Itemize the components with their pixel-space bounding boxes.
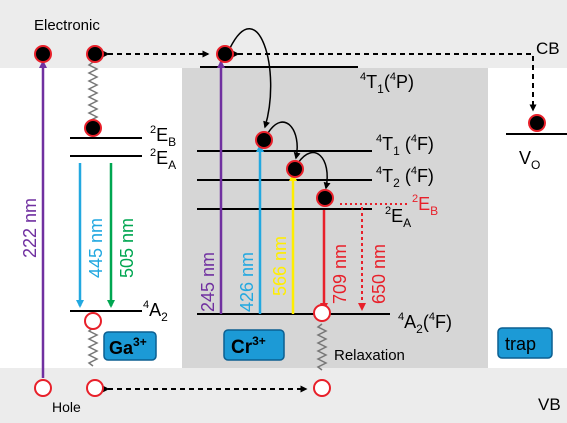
electron-cb-left bbox=[34, 45, 52, 63]
cr-2EB-label: 2EB bbox=[412, 193, 438, 218]
electron-cb-cr bbox=[216, 45, 234, 63]
cr-4A2F-label: 4A2(4F) bbox=[398, 311, 452, 336]
vo-label: VO bbox=[519, 148, 540, 172]
label-709nm: 709 nm bbox=[330, 244, 350, 304]
label-505nm: 505 nm bbox=[117, 218, 137, 278]
electron-cb-ga bbox=[86, 45, 104, 63]
cr-badge bbox=[223, 329, 285, 361]
spring-cr-vb bbox=[316, 323, 328, 371]
electron-ga-2EB bbox=[84, 119, 102, 137]
hole-vb-left bbox=[34, 379, 52, 397]
ga-badge bbox=[103, 331, 157, 361]
label-566nm: 566 nm bbox=[270, 236, 290, 296]
cb-label: CB bbox=[536, 39, 560, 58]
electron-cr-4T1F bbox=[255, 131, 273, 149]
hole-vb-ga bbox=[86, 379, 104, 397]
trap-badge bbox=[497, 327, 553, 359]
label-650nm: 650 nm bbox=[369, 244, 389, 304]
label-426nm: 426 nm bbox=[237, 252, 257, 312]
cr-4T1F-label: 4T1 (4F) bbox=[376, 133, 434, 158]
curve-arrow-4T2F-to-2EA bbox=[297, 151, 331, 190]
cr-4T2F-label: 4T2 (4F) bbox=[376, 165, 434, 190]
hole-vb-cr bbox=[313, 379, 331, 397]
relaxation-label: Relaxation bbox=[334, 347, 405, 364]
hole-ga-4A2 bbox=[84, 312, 102, 330]
cr-badge-text: Cr3+ bbox=[231, 334, 266, 358]
vb-label: VB bbox=[538, 395, 561, 414]
electronic-label: Electronic bbox=[34, 17, 100, 34]
spring-ga-vb bbox=[87, 327, 99, 367]
hole-cr-4A2F bbox=[313, 304, 331, 322]
curve-arrow-4T1P-to-4T1F bbox=[229, 28, 272, 129]
conduction-band bbox=[0, 0, 567, 68]
electron-cr-2EA bbox=[316, 189, 334, 207]
hole-label: Hole bbox=[52, 399, 81, 415]
label-245nm: 245 nm bbox=[198, 252, 218, 312]
curve-arrow-4T1F-to-4T2F bbox=[267, 121, 301, 160]
label-222nm: 222 nm bbox=[20, 198, 40, 258]
cr-region-box bbox=[182, 68, 488, 368]
electron-vo-trap bbox=[528, 114, 546, 132]
cr-2EA-label: 2EA bbox=[385, 205, 411, 230]
ga-2EB-label: 2EB bbox=[150, 124, 176, 149]
trap-badge-text: trap bbox=[505, 334, 536, 354]
ga-4A2-label: 4A2 bbox=[143, 299, 168, 324]
ga-badge-text: Ga3+ bbox=[109, 335, 147, 358]
label-445nm: 445 nm bbox=[86, 218, 106, 278]
ga-2EA-label: 2EA bbox=[150, 147, 176, 172]
electron-cr-4T2F bbox=[286, 160, 304, 178]
cr-4T1P-label: 4T1(4P) bbox=[360, 71, 414, 96]
spring-ga-cb bbox=[87, 61, 99, 125]
valence-band bbox=[0, 368, 567, 423]
